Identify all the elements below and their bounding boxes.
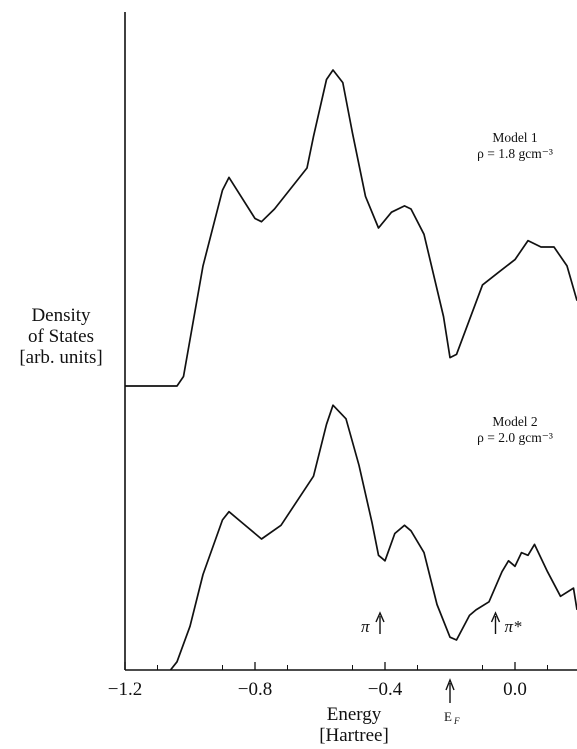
x-axis-label-line-1: Energy bbox=[327, 704, 382, 725]
pi-arrow-head bbox=[375, 611, 385, 623]
x-tick-label: −0.8 bbox=[238, 679, 272, 700]
series-1-label-line-1: Model 1 bbox=[492, 130, 537, 145]
x-ticks: −1.2 −0.8 −0.4 0.0 bbox=[108, 662, 548, 700]
x-axis-label: Energy[Hartree] bbox=[319, 704, 389, 746]
fermi-arrow-head bbox=[445, 678, 455, 691]
fermi-label: E bbox=[444, 709, 452, 724]
y-axis-label-line-1: Density bbox=[31, 305, 91, 326]
y-axis-label-line-3: [arb. units] bbox=[19, 347, 103, 368]
x-axis-label-line-2: [Hartree] bbox=[319, 725, 389, 746]
curve-labels: Model 1ρ = 1.8 gcm⁻³ Model 2ρ = 2.0 gcm⁻³ bbox=[477, 130, 553, 445]
series-2-line bbox=[169, 404, 577, 671]
y-axis-label-line-2: of States bbox=[28, 326, 94, 347]
fermi-label-subscript: F bbox=[453, 716, 460, 726]
series-1-label-line-2: ρ = 1.8 gcm⁻³ bbox=[477, 146, 553, 161]
annotations: E Fπ π* bbox=[361, 611, 523, 726]
x-tick-label: −0.4 bbox=[368, 679, 403, 700]
x-tick-label: −1.2 bbox=[108, 679, 142, 700]
series-1-line bbox=[125, 69, 577, 387]
x-tick-label: 0.0 bbox=[503, 679, 527, 700]
pi-star-arrow-head bbox=[490, 611, 501, 623]
pi-label: π bbox=[361, 617, 370, 636]
curves bbox=[125, 69, 577, 671]
series-2-label-line-2: ρ = 2.0 gcm⁻³ bbox=[477, 430, 553, 445]
axes bbox=[124, 12, 577, 671]
pi-star-label: π* bbox=[505, 617, 523, 636]
series-2-label-line-1: Model 2 bbox=[492, 414, 537, 429]
